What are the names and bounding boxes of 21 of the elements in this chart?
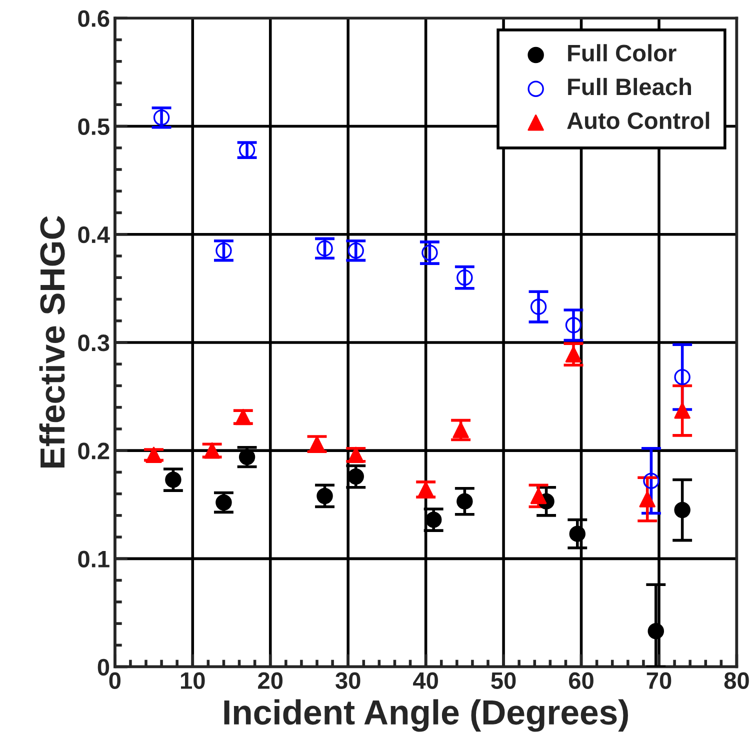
y-tick-label: 0.3 bbox=[78, 334, 110, 352]
y-axis-title: Effective SHGC bbox=[39, 216, 65, 468]
x-tick-label: 0 bbox=[109, 672, 120, 689]
y-tick-label: 0.2 bbox=[78, 442, 110, 460]
x-axis-title: Incident Angle (Degrees) bbox=[224, 699, 628, 732]
y-tick-label: 0.1 bbox=[78, 550, 110, 568]
x-tick-label: 30 bbox=[336, 672, 360, 690]
x-tick-label: 10 bbox=[180, 672, 205, 689]
x-tick-label: 60 bbox=[569, 672, 594, 689]
x-tick-label: 80 bbox=[724, 672, 749, 689]
y-tick-label: 0.4 bbox=[78, 226, 110, 244]
legend-label: Full Bleach bbox=[568, 78, 692, 96]
x-tick-label: 70 bbox=[646, 672, 672, 689]
x-tick-label: 20 bbox=[258, 672, 283, 689]
y-tick-label: 0.6 bbox=[78, 10, 110, 27]
legend-label: Auto Control bbox=[567, 112, 710, 130]
x-tick-label: 40 bbox=[413, 672, 438, 689]
y-tick-label: 0 bbox=[98, 658, 110, 676]
x-tick-label: 50 bbox=[491, 672, 516, 689]
y-tick-label: 0.5 bbox=[78, 118, 110, 136]
legend-label: Full Color bbox=[568, 44, 676, 62]
